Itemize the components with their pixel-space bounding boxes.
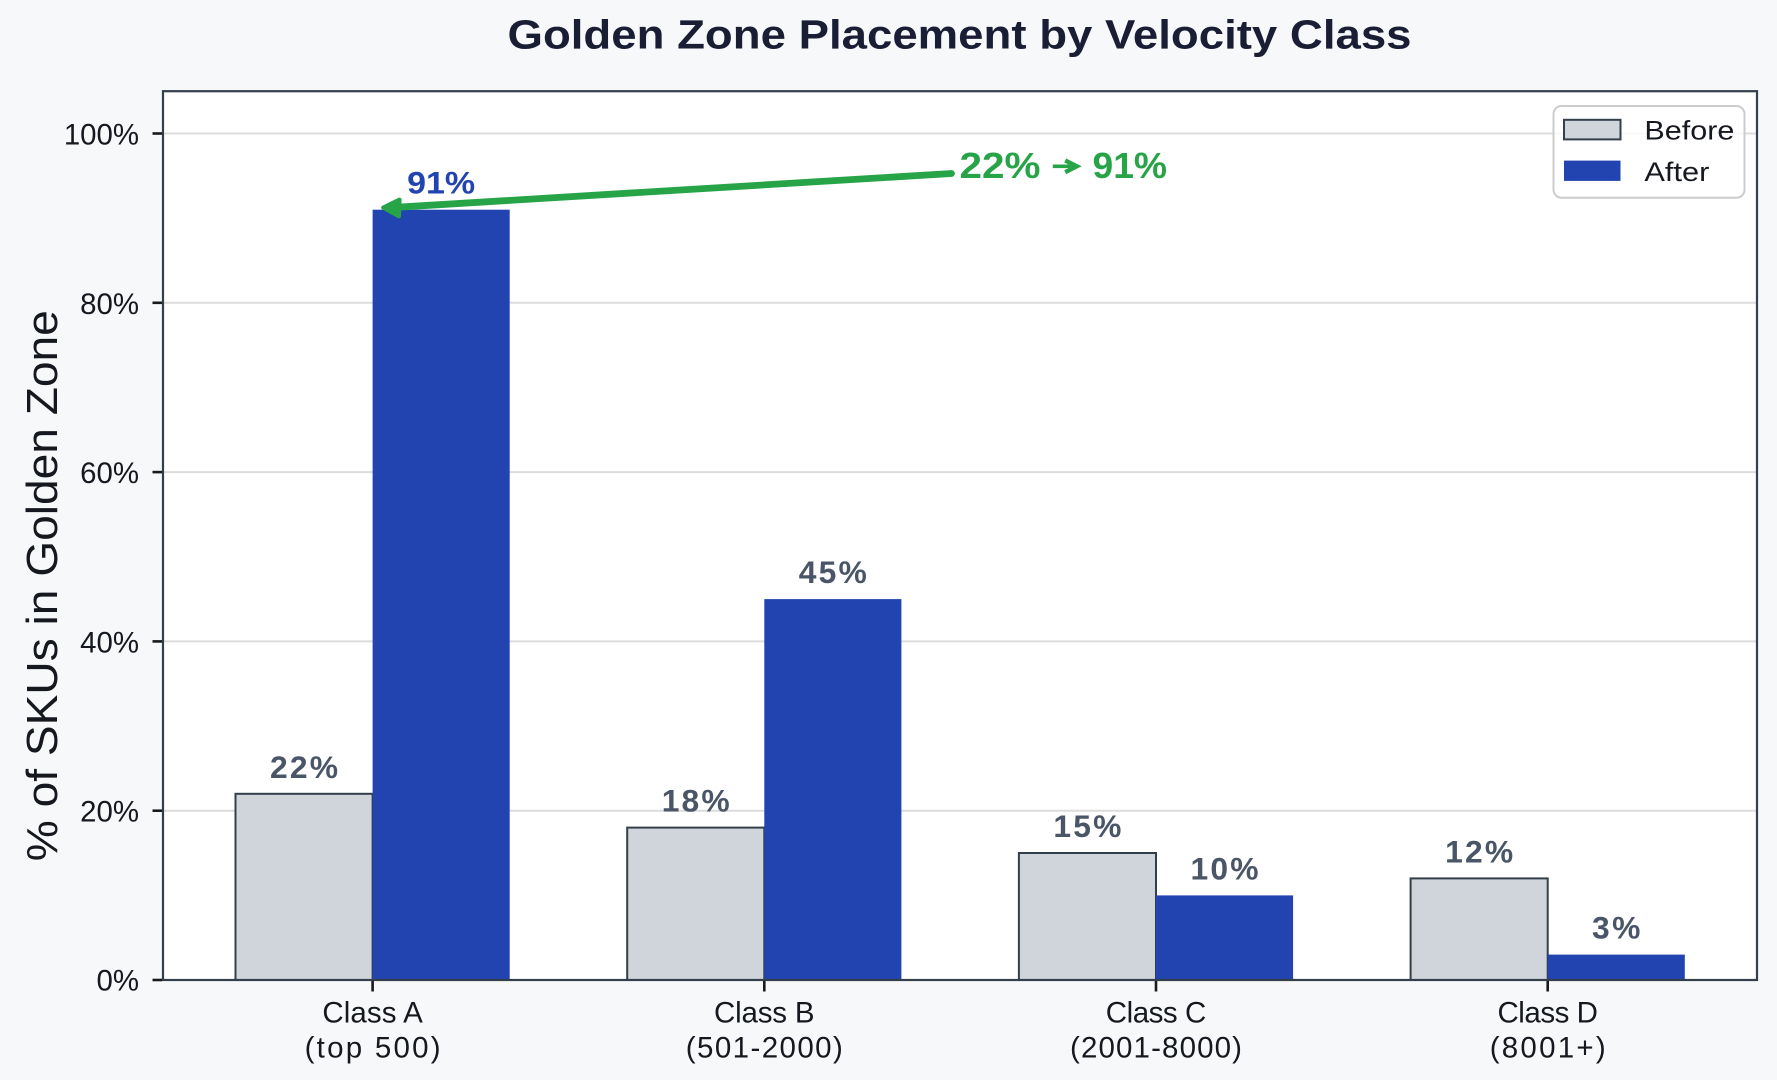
svg-text:80%: 80% [80, 288, 139, 321]
svg-text:Class A: Class A [322, 997, 423, 1030]
svg-text:91%: 91% [407, 165, 475, 201]
svg-text:Golden Zone Placement by Veloc: Golden Zone Placement by Velocity Class [508, 12, 1412, 58]
svg-text:3%: 3% [1592, 910, 1641, 946]
svg-text:Class B: Class B [714, 997, 815, 1030]
svg-text:After: After [1644, 156, 1709, 187]
svg-text:45%: 45% [799, 554, 867, 590]
svg-text:18%: 18% [662, 783, 730, 819]
svg-text:0%: 0% [97, 965, 139, 998]
svg-text:22%: 22% [270, 749, 338, 785]
svg-text:40%: 40% [80, 626, 139, 659]
svg-text:(8001+): (8001+) [1490, 1032, 1606, 1065]
svg-text:15%: 15% [1053, 808, 1121, 844]
svg-text:Before: Before [1644, 115, 1734, 146]
svg-text:91%: 91% [1093, 145, 1168, 186]
svg-text:60%: 60% [80, 457, 139, 490]
svg-text:10%: 10% [1191, 850, 1259, 886]
svg-text:% of SKUs in Golden Zone: % of SKUs in Golden Zone [18, 310, 67, 861]
svg-text:100%: 100% [64, 119, 139, 152]
svg-text:(2001-8000): (2001-8000) [1070, 1032, 1242, 1065]
svg-text:22%: 22% [960, 145, 1041, 186]
svg-text:20%: 20% [80, 796, 139, 829]
svg-text:(501-2000): (501-2000) [686, 1032, 843, 1065]
svg-text:Class D: Class D [1497, 997, 1598, 1030]
svg-text:12%: 12% [1445, 833, 1513, 869]
svg-text:Class C: Class C [1106, 997, 1207, 1030]
